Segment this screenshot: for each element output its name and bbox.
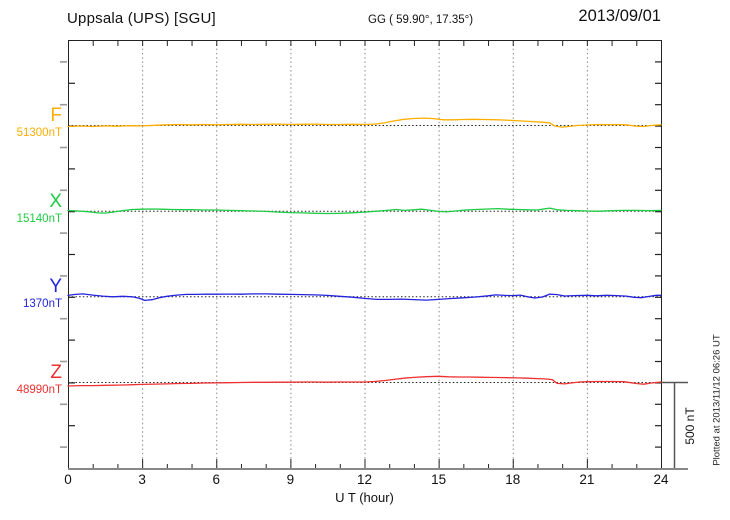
series-label-F: F 51300nT xyxy=(0,106,62,140)
series-baseline-value-X: 15140nT xyxy=(16,212,62,225)
geo-coordinates: GG ( 59.90°, 17.35°) xyxy=(368,14,474,26)
series-baseline-value-Y: 1370nT xyxy=(22,298,62,311)
x-axis-label: U T (hour) xyxy=(0,490,730,505)
series-letter-Y: Y xyxy=(49,276,62,298)
x-tick-label-18: 18 xyxy=(505,472,521,487)
x-tick-label-9: 9 xyxy=(286,472,295,487)
series-label-Y: Y 1370nT xyxy=(0,277,62,311)
plot-date: 2013/09/01 xyxy=(578,7,661,25)
x-tick-label-3: 3 xyxy=(138,472,146,487)
series-label-Z: Z 48990nT xyxy=(0,363,62,397)
x-tick-label-24: 24 xyxy=(653,472,669,487)
series-baseline-value-Z: 48990nT xyxy=(16,384,62,396)
series-letter-X: X xyxy=(49,190,62,212)
x-tick-label-12: 12 xyxy=(356,472,373,487)
x-axis-label-text: U T (hour) xyxy=(335,490,394,505)
x-tick-label-6: 6 xyxy=(212,472,221,487)
series-letter-F: F xyxy=(50,105,62,126)
series-letter-Z: Z xyxy=(50,362,62,383)
trace-Z xyxy=(67,375,662,387)
trace-Y xyxy=(67,293,662,302)
station-title: Uppsala (UPS) [SGU] xyxy=(67,10,216,27)
x-tick-label-15: 15 xyxy=(431,472,447,487)
series-baseline-value-F: 51300nT xyxy=(16,127,62,139)
trace-X xyxy=(67,207,662,215)
trace-F xyxy=(67,117,662,128)
series-label-X: X 15140nT xyxy=(0,190,62,226)
x-tick-label-21: 21 xyxy=(579,472,595,487)
x-tick-label-0: 0 xyxy=(64,472,72,487)
scale-bar-label: 500 nT xyxy=(683,407,697,445)
plotted-at-note: Plotted at 2013/11/12 06:26 UT xyxy=(711,334,723,466)
